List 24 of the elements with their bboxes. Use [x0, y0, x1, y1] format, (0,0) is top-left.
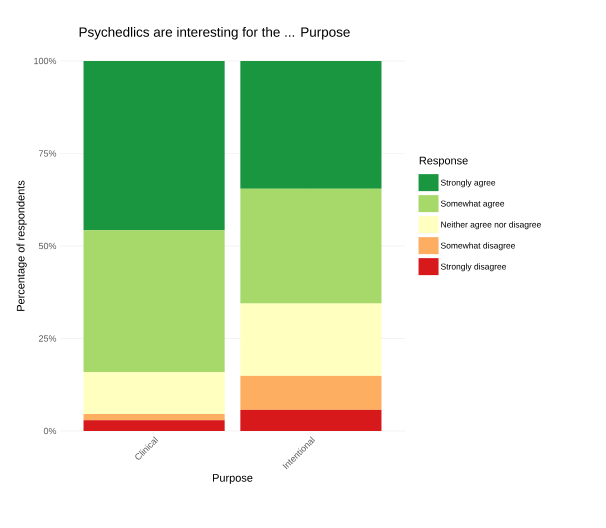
- x-axis-title: Purpose: [213, 474, 252, 484]
- bar: [84, 230, 225, 372]
- legend-label: Strongly disagree: [440, 263, 506, 272]
- legend-label: Somewhat disagree: [440, 242, 515, 250]
- bar: [240, 188, 382, 304]
- legend-label: Somewhat agree: [440, 200, 504, 208]
- y-axis-title: Percentage of respondents: [16, 180, 27, 311]
- legend-label: Strongly agree: [440, 179, 496, 188]
- y-tick-label: 25%: [38, 335, 56, 342]
- y-tick-label: 100%: [34, 58, 56, 64]
- bar: [240, 303, 382, 376]
- bar: [84, 414, 225, 420]
- y-tick-label: 75%: [38, 150, 56, 157]
- chart-title: Psychedlics are interesting for the ... Purpose: [80, 26, 350, 40]
- y-tick-label: 0%: [44, 428, 56, 434]
- legend-label: Neither agree nor disagree: [441, 221, 541, 230]
- bar: [240, 410, 382, 431]
- bar: [84, 372, 225, 414]
- bar: [240, 376, 382, 410]
- bar: [84, 60, 225, 230]
- bar: [240, 60, 382, 189]
- bar: [84, 420, 225, 431]
- y-tick-label: 50%: [38, 242, 56, 250]
- legend-title: Response: [420, 156, 468, 167]
